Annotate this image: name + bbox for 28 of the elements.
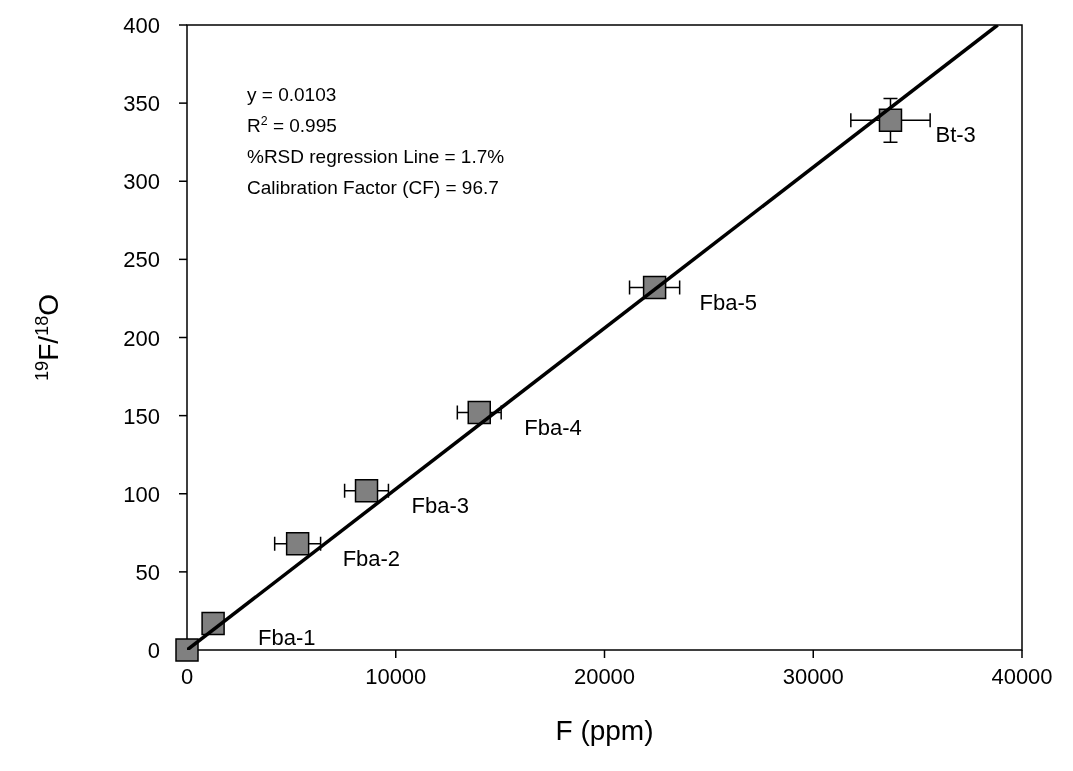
annotation: Fba-5 — [699, 289, 758, 315]
y-tick-label: 150 — [123, 403, 160, 429]
y-tick-label: 50 — [135, 559, 160, 585]
y-tick-label: 300 — [123, 169, 160, 195]
y-tick-label: 200 — [123, 325, 160, 351]
point — [354, 478, 379, 503]
y-tick-label: 350 — [123, 91, 160, 117]
point — [285, 532, 310, 556]
annotation: Fba-3 — [411, 492, 470, 518]
y-tick-label: 0 — [147, 638, 160, 663]
annotation: %RSD regression Line = 1.7% — [247, 146, 505, 167]
x-tick-label: 40000 — [991, 664, 1053, 689]
y-tick-label: 100 — [123, 481, 160, 507]
point — [175, 638, 199, 662]
annotation: Fba-4 — [524, 414, 582, 440]
x-axis-title: F (ppm) — [555, 715, 654, 746]
annotation: Fba-1 — [258, 625, 316, 651]
x-tick-label: 30000 — [782, 664, 844, 689]
x-tick-label: 0 — [180, 664, 194, 689]
annotation: Bt-3 — [935, 122, 976, 148]
annotation: R$^{2}$ = 0.995 — [247, 114, 337, 136]
x-tick-label: 10000 — [365, 664, 427, 689]
annotation: y = 0.0103 — [247, 84, 337, 105]
y-tick-label: 250 — [123, 247, 160, 273]
annotation: Fba-2 — [342, 545, 401, 571]
y-tick-label: 400 — [123, 13, 160, 38]
annotation: Calibration Factor (CF) = 96.7 — [247, 177, 499, 198]
x-tick-label: 20000 — [573, 664, 636, 689]
